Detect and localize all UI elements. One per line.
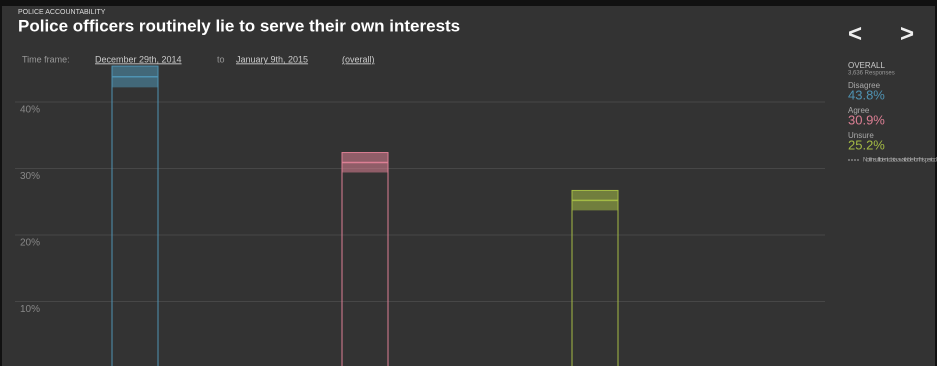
prev-button[interactable]: < <box>848 20 862 47</box>
legend-label: Unsure <box>848 131 874 140</box>
legend-label: Disagree <box>848 81 881 90</box>
start-date[interactable]: December 29th, 2014 <box>95 54 182 64</box>
scope[interactable]: (overall) <box>342 54 375 64</box>
summary-heading: OVERALL <box>848 61 885 70</box>
responses: 3,636 Responses <box>848 71 895 77</box>
legend-label: Agree <box>848 106 870 115</box>
time-frame-label: Time frame: <box>22 54 70 64</box>
y-tick-label: 40% <box>20 105 40 116</box>
next-button[interactable]: > <box>900 20 914 47</box>
y-tick-label: 30% <box>20 171 40 182</box>
y-tick-label: 20% <box>20 238 40 249</box>
category: POLICE ACCOUNTABILITY <box>18 9 106 16</box>
note: Not/insufficient data available for this… <box>863 158 937 164</box>
y-tick-label: 10% <box>20 304 40 315</box>
legend-value: 25.2% <box>848 137 885 152</box>
chart-title: Police officers routinely lie to serve t… <box>18 16 460 35</box>
legend-value: 43.8% <box>848 87 885 102</box>
time-frame-joiner: to <box>217 54 225 64</box>
end-date[interactable]: January 9th, 2015 <box>236 54 308 64</box>
legend-value: 30.9% <box>848 112 885 127</box>
